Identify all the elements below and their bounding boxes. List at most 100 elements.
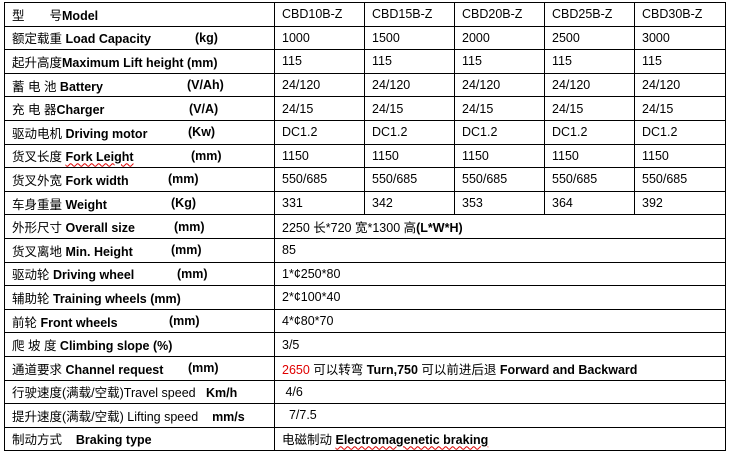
spec-label: 车身重量 Weight (Kg) xyxy=(4,190,275,216)
label-cn: 驱动电机 xyxy=(12,126,66,141)
spec-row: 驱动轮 Driving wheel (mm) 1*¢250*80 xyxy=(4,261,726,287)
label-cn: 前轮 xyxy=(12,315,41,330)
spec-label: 起升高度Maximum Lift height (mm) xyxy=(4,49,275,74)
spec-value: 550/685 xyxy=(364,167,455,192)
spec-label: 提升速度(满载/空载) Lifting speed mm/s xyxy=(4,403,275,428)
value-text: 2250 长*720 宽*1300 高 xyxy=(282,221,417,236)
label-cn: 提升速度(满载/空载) Lifting speed xyxy=(12,409,202,424)
spec-value: 电磁制动 Electromagenetic braking xyxy=(274,426,726,452)
spec-row: 通道要求 Channel request (mm) 2650 可以转弯 Turn,7… xyxy=(4,355,726,381)
label-unit: (mm) xyxy=(188,361,219,376)
label-cn: 爬 坡 度 xyxy=(12,339,60,354)
spec-value: DC1.2 xyxy=(634,119,726,145)
label-unit: (mm) xyxy=(169,314,200,329)
label-en: Braking type xyxy=(75,433,152,448)
label-cn: 货叉长度 xyxy=(12,150,66,165)
spec-value: 115 xyxy=(454,49,545,74)
header-row: 型 号Model CBD10B-Z CBD15B-Z CBD20B-Z CBD2… xyxy=(4,2,726,27)
label-en: Driving wheel xyxy=(52,268,135,283)
spec-value: 4*¢80*70 xyxy=(274,308,726,334)
spec-value: 115 xyxy=(634,49,726,74)
spec-label: 货叉离地 Min. Height (mm) xyxy=(4,237,275,263)
spec-value: 85 xyxy=(274,237,726,263)
spec-value: 342 xyxy=(364,190,455,216)
spec-value: 392 xyxy=(634,190,726,216)
label-cn: 额定载重 xyxy=(12,32,66,47)
label-en: Channel request xyxy=(65,362,164,377)
value-en: (L*W*H) xyxy=(416,221,463,236)
label-cn: 驱动轮 xyxy=(12,268,53,283)
spec-row: 前轮 Front wheels (mm) 4*¢80*70 xyxy=(4,308,726,334)
label-cn: 起升高度 xyxy=(12,55,63,70)
spec-label: 额定载重 Load Capacity (kg) xyxy=(4,25,275,51)
spec-value: 24/120 xyxy=(454,72,545,98)
spec-label: 驱动轮 Driving wheel (mm) xyxy=(4,261,275,287)
label-cn: 蓄 电 池 xyxy=(12,79,60,94)
value-text: 85 xyxy=(282,243,296,258)
value-text: 电磁制动 xyxy=(282,433,336,448)
label-en: mm/s xyxy=(212,409,245,424)
spec-value: 1150 xyxy=(634,143,726,169)
spec-row: 蓄 电 池 Battery (V/Ah) 24/120 24/120 24/120 24/… xyxy=(4,72,726,98)
label-unit: (Kg) xyxy=(171,196,196,211)
label-en: Load Capacity xyxy=(65,32,151,47)
spec-row: 车身重量 Weight (Kg) 331 342 353 364 392 xyxy=(4,190,726,216)
spec-label: 蓄 电 池 Battery (V/Ah) xyxy=(4,72,275,98)
value-text: 2*¢100*40 xyxy=(282,290,341,305)
label-unit: (mm) xyxy=(168,172,199,187)
spec-value: 2250 长*720 宽*1300 高(L*W*H) xyxy=(274,214,726,239)
spec-label: 货叉外宽 Fork width (mm) xyxy=(4,167,275,192)
spec-row: 驱动电机 Driving motor (Kw) DC1.2 DC1.2 DC1.2 DC1… xyxy=(4,119,726,145)
model-cell: CBD25B-Z xyxy=(544,2,635,27)
spec-value: 3000 xyxy=(634,25,726,51)
spec-value: 2500 xyxy=(544,25,635,51)
label-en: Training wheels (mm) xyxy=(52,291,181,306)
spec-label: 辅助轮 Training wheels (mm) xyxy=(4,285,275,310)
model-cell: CBD10B-Z xyxy=(274,2,365,27)
spec-value: 4/6 xyxy=(274,379,726,405)
spec-row: 爬 坡 度 Climbing slope (%) 3/5 xyxy=(4,332,726,357)
label-cn: 制动方式 xyxy=(12,433,66,448)
model-cell: CBD20B-Z xyxy=(454,2,545,27)
spec-value: 115 xyxy=(364,49,455,74)
spec-label: 制动方式 Braking type xyxy=(4,426,275,452)
spec-row: 辅助轮 Training wheels (mm) 2*¢100*40 xyxy=(4,285,726,310)
label-en: Min. Height xyxy=(65,244,133,259)
spec-label: 货叉长度 Fork Leight (mm) xyxy=(4,143,275,169)
label-cn: 货叉外宽 xyxy=(12,173,66,188)
value-text: 7/7.5 xyxy=(282,408,317,423)
spec-value: 550/685 xyxy=(544,167,635,192)
model-cell: CBD30B-Z xyxy=(634,2,726,27)
spec-label: 驱动电机 Driving motor (Kw) xyxy=(4,119,275,145)
spec-value: 24/120 xyxy=(274,72,365,98)
value-en: Forward and Backward xyxy=(499,362,638,377)
spec-value: 2*¢100*40 xyxy=(274,285,726,310)
spec-value: DC1.2 xyxy=(274,119,365,145)
spec-value: 24/120 xyxy=(634,72,726,98)
spec-row: 行驶速度(满载/空载)Travel speed Km/h 4/6 xyxy=(4,379,726,405)
spec-table: 型 号Model CBD10B-Z CBD15B-Z CBD20B-Z CBD2… xyxy=(4,2,726,452)
label-en: Front wheels xyxy=(40,315,118,330)
label-unit: (mm) xyxy=(191,148,222,163)
spec-value: 2650 可以转弯 Turn,750 可以前进后退 Forward and Ba… xyxy=(274,355,726,381)
label-cn: 辅助轮 xyxy=(12,291,53,306)
label-unit: (V/A) xyxy=(189,101,219,116)
spec-value: 24/120 xyxy=(364,72,455,98)
label-en: Charger xyxy=(56,103,105,118)
value-en: Turn,750 xyxy=(366,362,418,377)
spec-value: DC1.2 xyxy=(454,119,545,145)
spec-value: 115 xyxy=(274,49,365,74)
value-text: 1*¢250*80 xyxy=(282,266,341,281)
spec-row: 货叉离地 Min. Height (mm) 85 xyxy=(4,237,726,263)
spec-value: 1150 xyxy=(274,143,365,169)
spec-label: 行驶速度(满载/空载)Travel speed Km/h xyxy=(4,379,275,405)
label-en: Fork Leight xyxy=(65,150,134,165)
spec-label: 充 电 器Charger (V/A) xyxy=(4,96,275,121)
label-cn: 外形尺寸 xyxy=(12,221,66,236)
spec-row: 额定载重 Load Capacity (kg) 1000 1500 2000 2500 30… xyxy=(4,25,726,51)
spec-row: 充 电 器Charger (V/A) 24/15 24/15 24/15 24/15 24/… xyxy=(4,96,726,121)
spec-row: 货叉外宽 Fork width (mm) 550/685 550/685 550/685… xyxy=(4,167,726,192)
label-unit: (mm) xyxy=(174,219,205,234)
spec-value: 1000 xyxy=(274,25,365,51)
spec-row: 起升高度Maximum Lift height (mm) 115 115 115 115… xyxy=(4,49,726,74)
